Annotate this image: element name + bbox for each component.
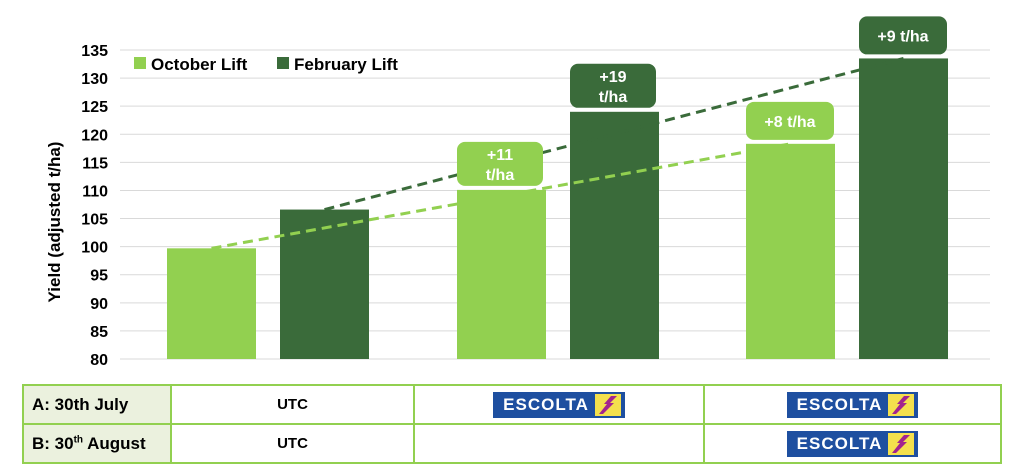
table-cell bbox=[413, 423, 705, 464]
bars bbox=[167, 58, 948, 359]
table-cell: UTC bbox=[170, 384, 415, 425]
y-tick-label: 120 bbox=[81, 127, 108, 144]
bar-october-lift bbox=[457, 189, 546, 359]
logo-text: ESCOLTA bbox=[796, 433, 883, 453]
data-labels: +11 t/ha +8 t/ha +19 t/ha +9 t/ha bbox=[457, 16, 947, 186]
y-tick-label: 85 bbox=[90, 324, 108, 341]
bar-chart: 80 85 90 95 100 105 110 115 120 125 130 135 Yield (… bbox=[45, 16, 990, 369]
data-label: +19 t/ha bbox=[570, 63, 656, 108]
bar-october-lift bbox=[746, 143, 835, 359]
legend-swatch-october bbox=[134, 57, 146, 69]
data-label-box bbox=[457, 141, 543, 186]
y-tick-label: 125 bbox=[81, 99, 108, 116]
logo-text: ESCOLTA bbox=[503, 394, 589, 414]
y-tick-label: 115 bbox=[82, 155, 108, 172]
legend-label-october: October Lift bbox=[151, 55, 248, 74]
table-cell: ESCOLTA bbox=[703, 384, 1002, 425]
data-label-text: +8 t/ha bbox=[764, 114, 815, 131]
y-axis-ticks: 80 85 90 95 100 105 110 115 120 125 130 135 bbox=[81, 43, 108, 369]
data-label-text: +9 t/ha bbox=[877, 28, 928, 45]
data-label: +9 t/ha bbox=[859, 16, 947, 55]
escolta-logo-mark-icon bbox=[594, 393, 621, 416]
y-tick-label: 80 bbox=[90, 352, 108, 369]
bar-february-lift bbox=[280, 209, 369, 359]
y-tick-label: 100 bbox=[81, 240, 108, 257]
y-tick-label: 105 bbox=[81, 212, 108, 229]
y-tick-label: 135 bbox=[81, 43, 108, 60]
data-label: +8 t/ha bbox=[746, 101, 834, 140]
data-label-text: +19 t/ha bbox=[599, 69, 628, 106]
bar-february-lift bbox=[859, 58, 948, 359]
trendline-october-lift bbox=[211, 142, 791, 250]
legend-label-february: February Lift bbox=[294, 55, 398, 74]
row-label: A: 30th July bbox=[22, 384, 172, 425]
legend: October Lift February Lift bbox=[134, 55, 398, 74]
gridlines bbox=[120, 49, 990, 360]
row-label: B: 30th August bbox=[22, 423, 172, 464]
data-label-box bbox=[570, 63, 656, 108]
data-label-text: +11 t/ha bbox=[486, 147, 515, 184]
treatment-table: A: 30th July UTC ESCOLTA ESCOLTA B: 30th… bbox=[22, 384, 1002, 464]
y-tick-label: 110 bbox=[82, 183, 108, 200]
escolta-logo: ESCOLTA bbox=[786, 391, 919, 418]
y-tick-label: 90 bbox=[90, 296, 108, 313]
table-row: B: 30th August UTC ESCOLTA bbox=[22, 423, 1002, 464]
trendlines bbox=[211, 56, 904, 250]
escolta-logo: ESCOLTA bbox=[493, 391, 625, 418]
y-axis-title: Yield (adjusted t/ha) bbox=[45, 142, 64, 303]
table-cell: ESCOLTA bbox=[703, 423, 1002, 464]
data-label-box bbox=[746, 101, 834, 140]
bar-october-lift bbox=[167, 248, 256, 359]
table-cell: UTC bbox=[170, 423, 415, 464]
escolta-logo: ESCOLTA bbox=[786, 430, 919, 457]
table-row: A: 30th July UTC ESCOLTA ESCOLTA bbox=[22, 384, 1002, 425]
legend-swatch-february bbox=[277, 57, 289, 69]
bar-february-lift bbox=[570, 111, 659, 359]
escolta-logo-mark-icon bbox=[888, 393, 915, 416]
escolta-logo-mark-icon bbox=[888, 432, 915, 455]
data-label-box bbox=[859, 16, 947, 55]
y-tick-label: 95 bbox=[90, 268, 108, 285]
logo-text: ESCOLTA bbox=[796, 394, 883, 414]
trendline-february-lift bbox=[324, 56, 904, 212]
y-tick-label: 130 bbox=[81, 71, 108, 88]
data-label: +11 t/ha bbox=[457, 141, 543, 186]
table-cell: ESCOLTA bbox=[413, 384, 705, 425]
